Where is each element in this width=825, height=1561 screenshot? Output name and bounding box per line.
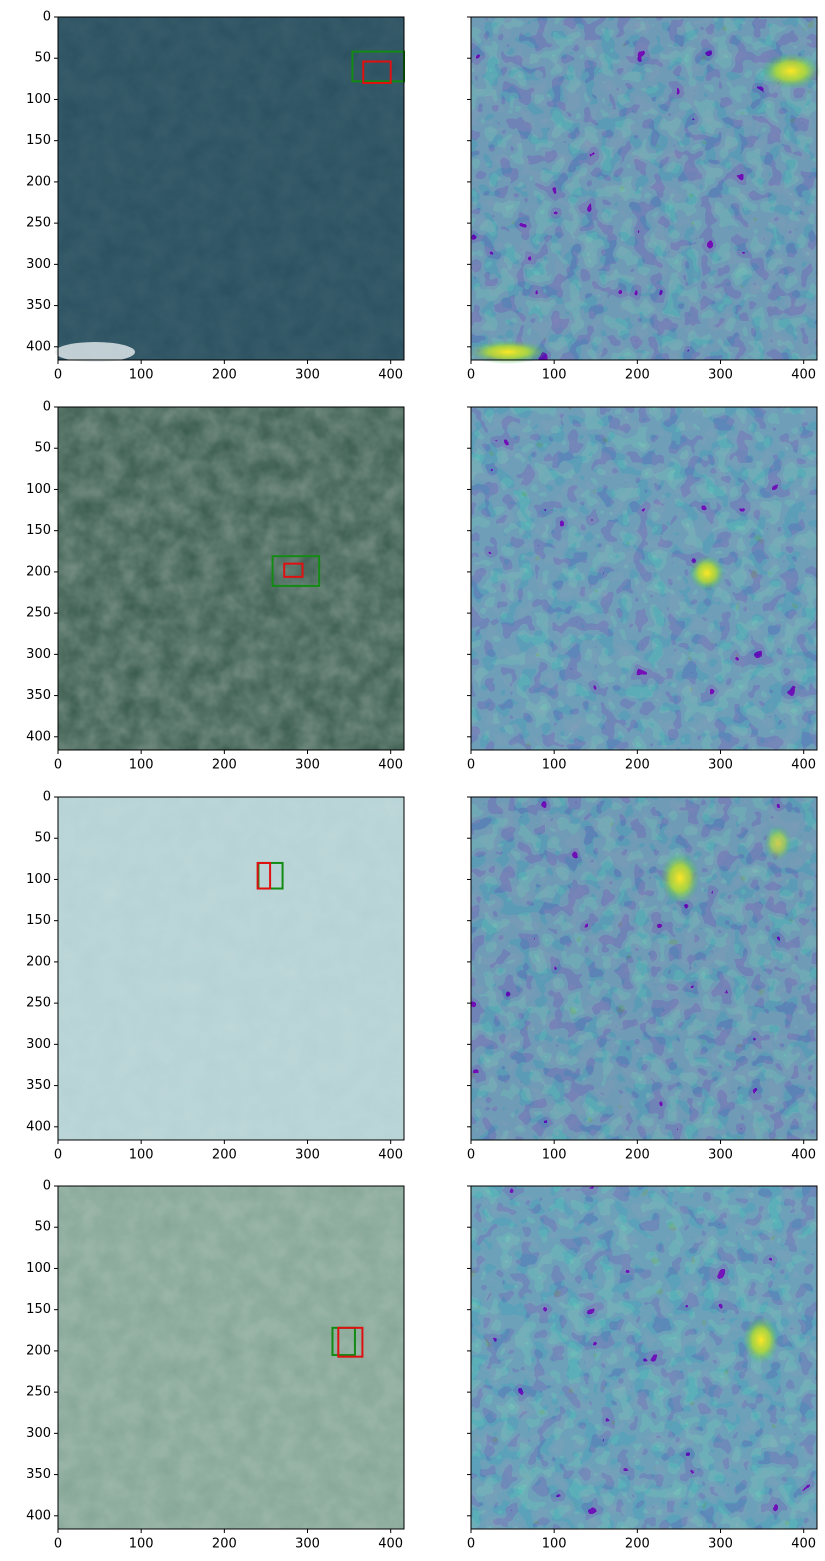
heatmap-hotspot: [743, 1316, 779, 1364]
y-tick-label: 400: [26, 339, 51, 354]
x-tick-label: 300: [295, 1148, 320, 1163]
y-tick-label: 150: [26, 913, 51, 928]
x-tick-label: 400: [791, 368, 816, 383]
y-tick-label: 50: [34, 51, 51, 66]
heatmap-texture: [471, 407, 817, 750]
y-tick-label: 200: [26, 564, 51, 579]
y-tick-label: 100: [26, 872, 51, 887]
x-tick-label: 300: [295, 758, 320, 773]
x-tick-label: 400: [791, 1537, 816, 1552]
x-tick-label: 0: [54, 368, 62, 383]
y-tick-label: 100: [26, 1261, 51, 1276]
x-tick-label: 300: [708, 1537, 733, 1552]
x-tick-label: 400: [378, 1148, 403, 1163]
y-tick-label: 350: [26, 298, 51, 313]
image-texture: [58, 407, 404, 750]
image-texture: [58, 797, 404, 1140]
y-tick-label: 50: [34, 1220, 51, 1235]
x-tick-label: 400: [791, 1148, 816, 1163]
x-tick-label: 200: [625, 1148, 650, 1163]
x-tick-label: 400: [378, 1537, 403, 1552]
x-tick-label: 200: [625, 758, 650, 773]
y-tick-label: 200: [26, 954, 51, 969]
y-tick-label: 100: [26, 482, 51, 497]
y-tick-label: 150: [26, 1302, 51, 1317]
y-tick-label: 400: [26, 1508, 51, 1523]
x-tick-label: 200: [212, 368, 237, 383]
x-tick-label: 100: [129, 1148, 154, 1163]
y-tick-label: 0: [43, 10, 51, 25]
x-tick-label: 0: [467, 1148, 475, 1163]
x-tick-label: 200: [212, 758, 237, 773]
x-tick-label: 200: [212, 1148, 237, 1163]
y-tick-label: 350: [26, 1467, 51, 1482]
x-tick-label: 0: [54, 758, 62, 773]
x-tick-label: 300: [708, 368, 733, 383]
image-feature: [55, 342, 135, 362]
y-tick-label: 0: [43, 400, 51, 415]
y-tick-label: 200: [26, 1343, 51, 1358]
heatmap-hotspot: [761, 53, 821, 89]
y-tick-label: 350: [26, 1078, 51, 1093]
x-tick-label: 300: [708, 1148, 733, 1163]
x-tick-label: 300: [708, 758, 733, 773]
y-tick-label: 200: [26, 174, 51, 189]
x-tick-label: 400: [378, 758, 403, 773]
x-tick-label: 0: [467, 368, 475, 383]
y-tick-label: 100: [26, 92, 51, 107]
x-tick-label: 100: [129, 1537, 154, 1552]
x-tick-label: 400: [791, 758, 816, 773]
x-tick-label: 200: [212, 1537, 237, 1552]
x-tick-label: 100: [542, 368, 567, 383]
y-tick-label: 50: [34, 441, 51, 456]
backgrounds: [55, 17, 821, 1529]
x-tick-label: 400: [378, 368, 403, 383]
figure: 0100200300400050100150200250300350400010…: [0, 0, 825, 1561]
y-tick-label: 250: [26, 216, 51, 231]
page: 0100200300400050100150200250300350400010…: [0, 0, 825, 1561]
x-tick-label: 200: [625, 1537, 650, 1552]
heatmap-hotspot: [660, 852, 700, 904]
y-tick-label: 350: [26, 688, 51, 703]
y-tick-label: 150: [26, 523, 51, 538]
heatmap-hotspot: [689, 555, 725, 591]
y-tick-label: 150: [26, 133, 51, 148]
y-tick-label: 300: [26, 257, 51, 272]
y-tick-label: 0: [43, 790, 51, 805]
x-tick-label: 0: [467, 758, 475, 773]
y-tick-label: 300: [26, 647, 51, 662]
y-tick-label: 250: [26, 606, 51, 621]
y-tick-label: 250: [26, 996, 51, 1011]
y-tick-label: 250: [26, 1385, 51, 1400]
x-tick-label: 300: [295, 368, 320, 383]
x-tick-label: 0: [467, 1537, 475, 1552]
y-tick-label: 0: [43, 1179, 51, 1194]
y-tick-label: 300: [26, 1426, 51, 1441]
y-tick-label: 300: [26, 1037, 51, 1052]
x-tick-label: 100: [129, 368, 154, 383]
x-tick-label: 100: [542, 1537, 567, 1552]
x-tick-label: 300: [295, 1537, 320, 1552]
x-tick-label: 0: [54, 1537, 62, 1552]
x-tick-label: 100: [542, 1148, 567, 1163]
x-tick-label: 0: [54, 1148, 62, 1163]
x-tick-label: 100: [542, 758, 567, 773]
y-tick-label: 400: [26, 1119, 51, 1134]
x-tick-label: 100: [129, 758, 154, 773]
x-tick-label: 200: [625, 368, 650, 383]
heatmap-hotspot: [764, 825, 792, 861]
y-tick-label: 50: [34, 831, 51, 846]
y-tick-label: 400: [26, 729, 51, 744]
